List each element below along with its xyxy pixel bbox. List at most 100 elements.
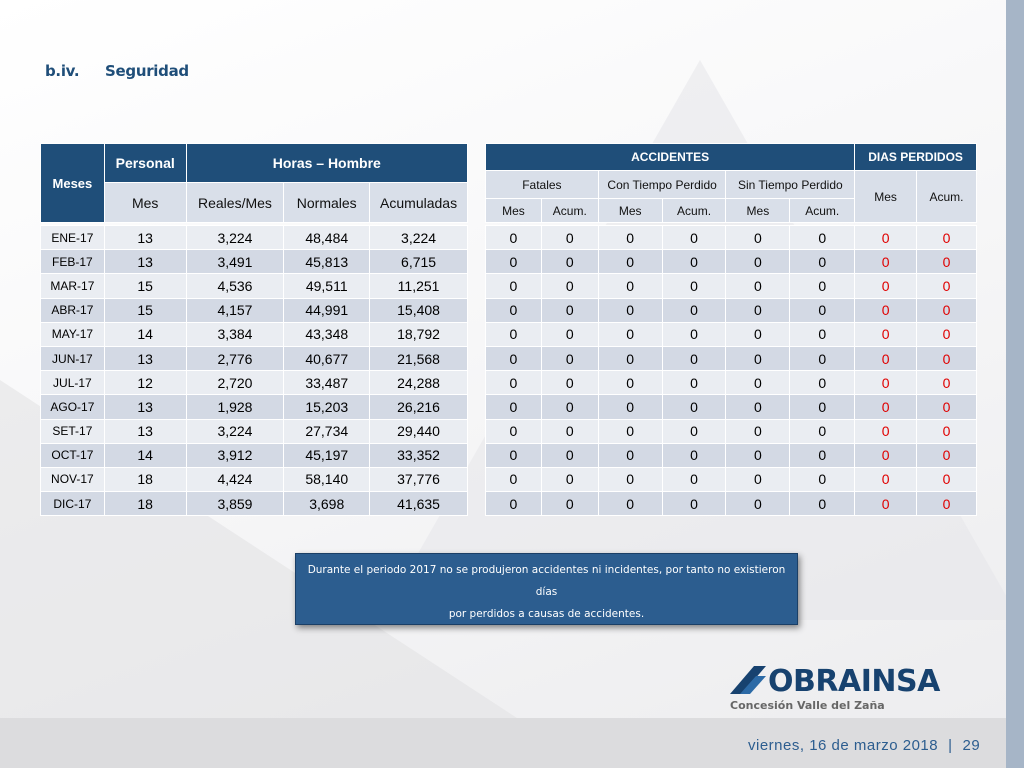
sin-tiempo-mes-cell: 0 bbox=[725, 418, 791, 444]
table-row: MAY-17 14 3,384 43,348 18,792 bbox=[40, 321, 468, 347]
personal-cell: 13 bbox=[103, 418, 187, 444]
subheader-reales-mes: Reales/Mes bbox=[185, 182, 285, 223]
con-tiempo-mes-cell: 0 bbox=[597, 491, 663, 517]
dias-acum-cell: 0 bbox=[916, 442, 977, 468]
fatales-mes-cell: 0 bbox=[485, 321, 542, 347]
fatales-acum-cell: 0 bbox=[540, 418, 599, 444]
subheader-fatales-mes: Mes bbox=[485, 198, 542, 223]
subheader-mes: Mes bbox=[103, 182, 187, 223]
dias-acum-cell: 0 bbox=[916, 321, 977, 347]
dias-acum-cell: 0 bbox=[916, 394, 977, 420]
reales-cell: 3,859 bbox=[185, 491, 285, 517]
group-fatales: Fatales bbox=[485, 170, 599, 199]
reales-cell: 4,536 bbox=[185, 273, 285, 299]
table-row: JUL-17 12 2,720 33,487 24,288 bbox=[40, 370, 468, 396]
con-tiempo-acum-cell: 0 bbox=[661, 249, 727, 275]
normales-cell: 15,203 bbox=[283, 394, 371, 420]
personal-cell: 13 bbox=[103, 224, 187, 251]
sin-tiempo-mes-cell: 0 bbox=[725, 249, 791, 275]
sin-tiempo-acum-cell: 0 bbox=[789, 273, 856, 299]
acumuladas-cell: 6,715 bbox=[369, 249, 468, 275]
sin-tiempo-mes-cell: 0 bbox=[725, 370, 791, 396]
con-tiempo-acum-cell: 0 bbox=[661, 466, 727, 493]
con-tiempo-mes-cell: 0 bbox=[597, 224, 663, 251]
acumuladas-cell: 3,224 bbox=[369, 224, 468, 251]
normales-cell: 48,484 bbox=[283, 224, 371, 251]
sin-tiempo-mes-cell: 0 bbox=[725, 442, 791, 468]
sin-tiempo-mes-cell: 0 bbox=[725, 491, 791, 517]
con-tiempo-acum-cell: 0 bbox=[661, 345, 727, 372]
normales-cell: 33,487 bbox=[283, 370, 371, 396]
con-tiempo-acum-cell: 0 bbox=[661, 224, 727, 251]
header-dias-perdidos: DIAS PERDIDOS bbox=[854, 143, 977, 171]
sin-tiempo-acum-cell: 0 bbox=[789, 394, 856, 420]
table-row: FEB-17 13 3,491 45,813 6,715 bbox=[40, 249, 468, 275]
personal-hours-table: Meses Personal Horas – Hombre Mes Reales… bbox=[40, 143, 469, 517]
fatales-mes-cell: 0 bbox=[485, 491, 542, 517]
reales-cell: 4,157 bbox=[185, 297, 285, 323]
dias-acum-cell: 0 bbox=[916, 370, 977, 396]
dias-acum-cell: 0 bbox=[916, 224, 977, 251]
logo-subtitle: Concesión Valle del Zaña bbox=[730, 699, 885, 712]
fatales-acum-cell: 0 bbox=[540, 491, 599, 517]
footer-date: viernes, 16 de marzo 2018 bbox=[748, 737, 939, 754]
dias-mes-cell: 0 bbox=[854, 224, 918, 251]
acumuladas-cell: 29,440 bbox=[369, 418, 468, 444]
header-horas-hombre: Horas – Hombre bbox=[185, 143, 469, 183]
reales-cell: 3,224 bbox=[185, 224, 285, 251]
personal-cell: 15 bbox=[103, 273, 187, 299]
personal-cell: 18 bbox=[103, 491, 187, 517]
acumuladas-cell: 37,776 bbox=[369, 466, 468, 493]
fatales-mes-cell: 0 bbox=[485, 273, 542, 299]
month-cell: MAR-17 bbox=[40, 273, 105, 299]
reales-cell: 4,424 bbox=[185, 466, 285, 493]
dias-mes-cell: 0 bbox=[854, 466, 918, 493]
note-box: Durante el periodo 2017 no se produjeron… bbox=[295, 553, 798, 625]
con-tiempo-acum-cell: 0 bbox=[661, 370, 727, 396]
sin-tiempo-acum-cell: 0 bbox=[789, 442, 856, 468]
right-accent-bar bbox=[1006, 0, 1024, 768]
con-tiempo-mes-cell: 0 bbox=[597, 345, 663, 372]
table-row: AGO-17 13 1,928 15,203 26,216 bbox=[40, 394, 468, 420]
header-accidentes: ACCIDENTES bbox=[484, 143, 856, 171]
con-tiempo-mes-cell: 0 bbox=[597, 370, 663, 396]
month-cell: JUN-17 bbox=[40, 345, 105, 372]
dias-mes-cell: 0 bbox=[854, 249, 918, 275]
con-tiempo-mes-cell: 0 bbox=[597, 273, 663, 299]
month-cell: FEB-17 bbox=[40, 249, 105, 275]
reales-cell: 2,776 bbox=[185, 345, 285, 372]
con-tiempo-mes-cell: 0 bbox=[597, 394, 663, 420]
acumuladas-cell: 11,251 bbox=[369, 273, 468, 299]
dias-acum-cell: 0 bbox=[916, 273, 977, 299]
table-row: ENE-17 13 3,224 48,484 3,224 bbox=[40, 224, 468, 251]
table-row: OCT-17 14 3,912 45,197 33,352 bbox=[40, 442, 468, 468]
sin-tiempo-acum-cell: 0 bbox=[789, 370, 856, 396]
con-tiempo-mes-cell: 0 bbox=[597, 321, 663, 347]
con-tiempo-mes-cell: 0 bbox=[597, 297, 663, 323]
personal-cell: 13 bbox=[103, 394, 187, 420]
month-cell: OCT-17 bbox=[40, 442, 105, 468]
acumuladas-cell: 18,792 bbox=[369, 321, 468, 347]
con-tiempo-acum-cell: 0 bbox=[661, 491, 727, 517]
fatales-acum-cell: 0 bbox=[540, 394, 599, 420]
con-tiempo-mes-cell: 0 bbox=[597, 442, 663, 468]
acumuladas-cell: 21,568 bbox=[369, 345, 468, 372]
sin-tiempo-mes-cell: 0 bbox=[725, 297, 791, 323]
acumuladas-cell: 24,288 bbox=[369, 370, 468, 396]
group-sin-tiempo-perdido: Sin Tiempo Perdido bbox=[725, 170, 856, 199]
table-row: JUN-17 13 2,776 40,677 21,568 bbox=[40, 345, 468, 372]
sin-tiempo-mes-cell: 0 bbox=[725, 224, 791, 251]
logo-name: OBRAINSA bbox=[768, 664, 940, 699]
sin-tiempo-acum-cell: 0 bbox=[789, 466, 856, 493]
section-title: b.iv. Seguridad bbox=[45, 62, 189, 80]
normales-cell: 49,511 bbox=[283, 273, 371, 299]
month-cell: ENE-17 bbox=[40, 224, 105, 251]
